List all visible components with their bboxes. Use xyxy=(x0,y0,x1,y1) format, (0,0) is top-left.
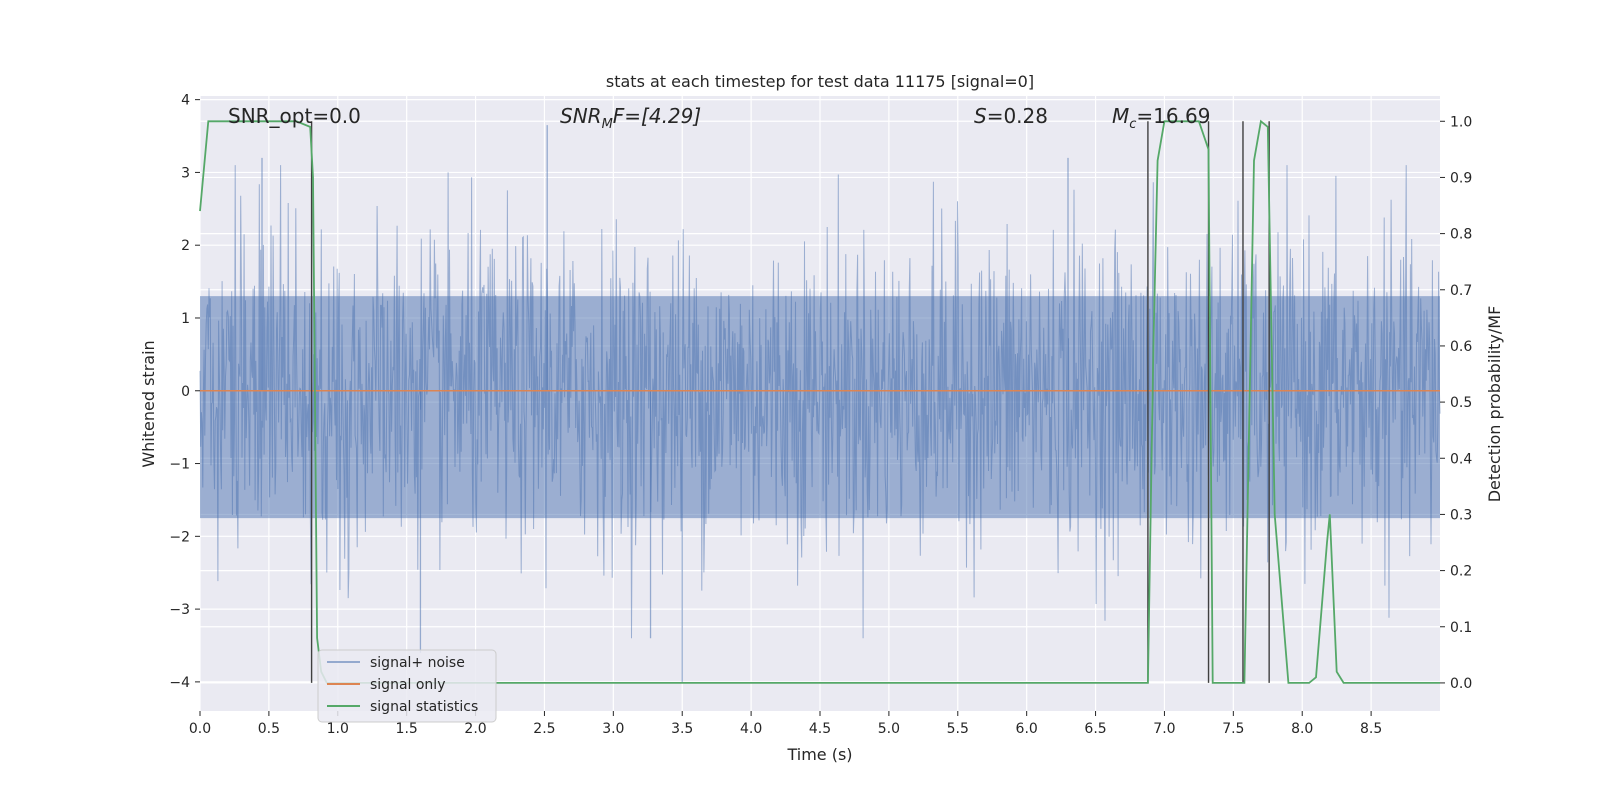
y-right-axis-ticks: 0.0 0.1 0.2 0.3 0.4 0.5 0.6 0.7 0.8 0.9 1.0 xyxy=(1440,114,1472,692)
y-left-tick-label: 2 xyxy=(181,238,190,254)
annotation-mc: Mc=16.69 xyxy=(1112,104,1210,132)
legend: signal+ noise signal only signal statist… xyxy=(317,649,497,723)
x-axis-label: Time (s) xyxy=(786,745,852,764)
annotation-snr-mf: SNRMF=[4.29] xyxy=(560,104,701,132)
x-tick-label: 5.5 xyxy=(947,721,969,737)
x-tick-label: 5.0 xyxy=(878,721,900,737)
chart-title: stats at each timestep for test data 111… xyxy=(606,72,1034,91)
x-tick-label: 4.5 xyxy=(809,721,831,737)
y-left-tick-label: 4 xyxy=(181,93,190,109)
y-left-axis-ticks: −4 −3 −2 −1 0 1 2 3 4 xyxy=(169,93,200,691)
x-tick-label: 1.5 xyxy=(396,721,418,737)
signal-statistics-series xyxy=(199,119,1440,684)
x-tick-label: 0.0 xyxy=(189,721,211,737)
y-right-tick-label: 0.1 xyxy=(1450,620,1472,636)
annotation-snr-opt: SNR_opt=0.0 xyxy=(228,104,361,128)
y-right-tick-label: 1.0 xyxy=(1450,114,1472,130)
y-right-tick-label: 0.0 xyxy=(1450,676,1472,692)
x-tick-label: 8.5 xyxy=(1360,721,1382,737)
noise-trace xyxy=(199,165,1441,639)
x-tick-label: 6.0 xyxy=(1016,721,1038,737)
y-right-tick-label: 0.2 xyxy=(1450,564,1472,580)
y-left-tick-label: 3 xyxy=(181,165,190,181)
x-tick-label: 6.5 xyxy=(1084,721,1106,737)
y-left-tick-label: −3 xyxy=(169,602,190,618)
y-right-tick-label: 0.3 xyxy=(1450,507,1472,523)
y-right-tick-label: 0.4 xyxy=(1450,451,1472,467)
y-left-tick-label: −4 xyxy=(169,675,190,691)
y-right-tick-label: 0.7 xyxy=(1450,283,1472,299)
legend-label-signal-statistics: signal statistics xyxy=(370,699,478,715)
signal-noise-series xyxy=(199,125,1441,682)
signal-statistics-line xyxy=(199,119,1440,684)
x-tick-label: 8.0 xyxy=(1291,721,1313,737)
legend-label-signal-only: signal only xyxy=(370,677,445,693)
x-axis-ticks: 0.0 0.5 1.0 1.5 2.0 2.5 3.0 3.5 4.0 4.5 5.0 5.5 6.0 6… xyxy=(189,711,1382,737)
y-left-tick-label: 1 xyxy=(181,311,190,327)
x-tick-label: 1.0 xyxy=(327,721,349,737)
y-left-tick-label: −1 xyxy=(169,457,190,473)
y-right-tick-label: 0.6 xyxy=(1450,339,1472,355)
x-tick-label: 2.0 xyxy=(464,721,486,737)
y-right-tick-label: 0.9 xyxy=(1450,170,1472,186)
x-tick-label: 3.0 xyxy=(602,721,624,737)
x-tick-label: 0.5 xyxy=(258,721,280,737)
y-right-axis-label: Detection probability/MF xyxy=(1485,306,1504,503)
x-tick-label: 7.5 xyxy=(1222,721,1244,737)
annotation-s: S=0.28 xyxy=(974,104,1048,128)
legend-box xyxy=(317,649,497,723)
x-tick-label: 7.0 xyxy=(1153,721,1175,737)
legend-label-signal-noise: signal+ noise xyxy=(370,655,465,671)
y-left-tick-label: 0 xyxy=(181,384,190,400)
x-tick-label: 3.5 xyxy=(671,721,693,737)
x-tick-label: 4.0 xyxy=(740,721,762,737)
x-tick-label: 2.5 xyxy=(533,721,555,737)
y-left-axis-label: Whitened strain xyxy=(139,340,158,467)
y-right-tick-label: 0.5 xyxy=(1450,395,1472,411)
y-left-tick-label: −2 xyxy=(169,529,190,545)
y-right-tick-label: 0.8 xyxy=(1450,227,1472,243)
